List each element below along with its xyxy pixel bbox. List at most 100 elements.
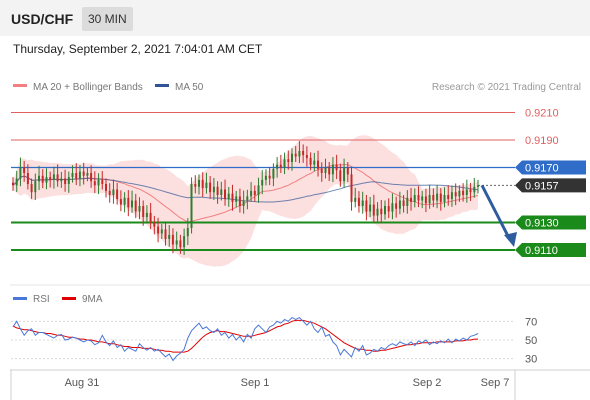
candle (123, 197, 126, 205)
candle (372, 204, 375, 216)
candle (417, 195, 420, 201)
candle (354, 197, 357, 202)
candle (56, 174, 59, 182)
price-chart: 0.9210 0.9190 0.9170 0.9157 0.9130 0.9110 (11, 108, 586, 267)
candle (60, 178, 63, 182)
rsi-tick-label: 30 (525, 354, 537, 366)
candle (320, 168, 323, 173)
candle (298, 151, 301, 157)
candle (12, 182, 14, 186)
candle (369, 204, 372, 212)
candle (30, 184, 33, 193)
chart-date: Thursday, September 2, 2021 7:04:01 AM C… (13, 42, 263, 56)
candle (339, 170, 342, 182)
candle (194, 184, 197, 187)
candle (138, 206, 141, 212)
candle (164, 229, 167, 239)
candle (149, 212, 152, 223)
candle (168, 234, 171, 239)
candle (428, 195, 431, 204)
support-level-tag (515, 243, 586, 257)
ma20-legend-label: MA 20 + Bollinger Bands (33, 82, 143, 93)
candle (424, 196, 427, 204)
ma50-legend-label: MA 50 (175, 82, 204, 93)
candle (220, 189, 223, 195)
candle (26, 173, 29, 184)
candle (272, 168, 275, 179)
candle (410, 197, 412, 202)
candle (49, 177, 52, 180)
candle (264, 175, 267, 180)
candle (41, 175, 44, 183)
current-level-label: 0.9157 (525, 180, 559, 192)
candle (279, 164, 282, 168)
candle (93, 181, 96, 186)
candle (116, 189, 119, 200)
candle (157, 226, 160, 234)
candle (209, 182, 212, 193)
x-tick-label: Sep 1 (241, 377, 270, 389)
credit-label: Research © 2021 Trading Central (432, 82, 581, 93)
candle (90, 173, 93, 182)
timeframe-button[interactable]: 30 MIN (82, 7, 133, 31)
candle (75, 173, 78, 179)
candle (145, 212, 148, 217)
candle (462, 190, 465, 195)
candle (78, 171, 81, 179)
rsi-tick-label: 70 (525, 316, 537, 328)
candle (447, 195, 450, 200)
candle (67, 177, 70, 184)
ma50-legend-swatch (155, 84, 169, 87)
candle (231, 193, 234, 202)
candle (331, 164, 334, 175)
resistance-level-label: 0.9190 (525, 135, 559, 147)
candle (302, 151, 305, 156)
resistance-level-label: 0.9210 (525, 108, 559, 120)
candle (335, 164, 338, 171)
candle (227, 193, 230, 200)
rsi-ma-legend-label: 9MA (82, 294, 103, 305)
candle (443, 195, 446, 202)
candle (309, 157, 312, 165)
candle (64, 178, 67, 184)
candle (294, 153, 297, 157)
candle (324, 167, 327, 173)
candle (450, 192, 453, 200)
candle (19, 167, 22, 179)
candle (101, 179, 104, 184)
candle (238, 196, 241, 206)
support-level-tag (515, 215, 586, 230)
candle (387, 206, 390, 212)
candle (436, 193, 439, 201)
candle (253, 190, 256, 195)
candle (105, 184, 107, 191)
candle (328, 167, 331, 175)
candle (108, 190, 111, 195)
candle (97, 179, 100, 186)
ma20-legend-swatch (13, 84, 27, 87)
x-tick-label: Sep 2 (413, 377, 442, 389)
rsi-legend-label: RSI (33, 294, 50, 305)
pivot-level-label: 0.9170 (525, 163, 559, 175)
candle (305, 155, 308, 158)
candle (160, 229, 163, 234)
candle (45, 177, 48, 183)
candle (112, 189, 115, 195)
current-level-tag (515, 178, 586, 193)
candle (261, 179, 264, 186)
rsi-line (12, 316, 479, 362)
candle (86, 173, 89, 176)
candle (34, 181, 37, 193)
candle (175, 240, 178, 245)
candle (186, 228, 189, 237)
candle (183, 236, 186, 248)
candle (346, 167, 349, 175)
symbol-label: USD/CHF (11, 11, 74, 27)
candle (198, 179, 200, 187)
candle (153, 222, 156, 227)
candle (439, 193, 442, 202)
rsi-tick-label: 50 (525, 335, 537, 347)
candle (317, 160, 319, 169)
candle (82, 171, 85, 176)
